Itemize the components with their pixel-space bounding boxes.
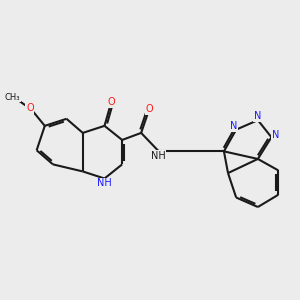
Text: O: O xyxy=(26,103,34,113)
Text: O: O xyxy=(107,97,115,107)
Text: NH: NH xyxy=(151,151,166,161)
Text: O: O xyxy=(146,104,153,114)
Text: CH₃: CH₃ xyxy=(4,93,20,102)
Text: NH: NH xyxy=(97,178,112,188)
Text: N: N xyxy=(272,130,279,140)
Text: N: N xyxy=(230,122,237,131)
Text: N: N xyxy=(254,111,262,121)
